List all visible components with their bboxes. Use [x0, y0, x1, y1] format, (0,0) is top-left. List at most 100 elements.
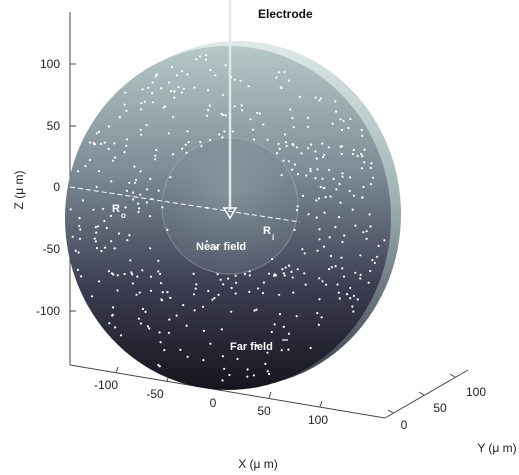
neuron-dot — [328, 268, 331, 271]
neuron-dot — [185, 324, 188, 327]
neuron-dot — [253, 138, 256, 141]
neuron-dot — [329, 254, 332, 258]
neuron-dot — [93, 237, 96, 240]
neuron-dot — [318, 277, 321, 280]
neuron-dot — [207, 289, 210, 293]
neuron-dot — [185, 151, 188, 154]
neuron-dot — [205, 240, 208, 243]
neuron-dot — [140, 102, 143, 105]
neuron-dot — [95, 231, 98, 234]
neuron-dot — [289, 108, 292, 111]
neuron-dot — [365, 237, 368, 240]
neuron-dot — [193, 86, 196, 89]
neuron-dot — [160, 87, 163, 90]
neuron-dot — [222, 114, 225, 117]
r-outer-label: R — [112, 203, 120, 215]
near-field-label: Near field — [196, 241, 246, 253]
neuron-dot — [107, 147, 110, 150]
neuron-dot — [342, 120, 345, 123]
neuron-dot — [322, 245, 326, 248]
neuron-dot — [351, 208, 354, 211]
neuron-dot — [209, 69, 212, 72]
neuron-dot — [352, 294, 355, 297]
neuron-dot — [111, 313, 114, 316]
z-tick-label: 100 — [40, 57, 60, 71]
neuron-dot — [283, 70, 286, 74]
neuron-dot — [180, 91, 183, 94]
neuron-dot — [103, 219, 106, 223]
neuron-dot — [154, 158, 157, 161]
neuron-dot — [277, 71, 281, 74]
neuron-dot — [322, 156, 325, 159]
neuron-dot — [198, 55, 202, 58]
neuron-dot — [222, 283, 225, 286]
neuron-dot — [105, 226, 108, 230]
neuron-dot — [78, 237, 82, 240]
neuron-dot — [233, 78, 236, 81]
neuron-dot — [373, 261, 376, 264]
neuron-dot — [137, 202, 140, 205]
neuron-dot — [140, 133, 143, 136]
neuron-dot — [78, 217, 81, 220]
neuron-dot — [193, 309, 196, 312]
neuron-dot — [375, 255, 379, 258]
electrode-tip-icon — [222, 207, 238, 220]
neuron-dot — [159, 341, 162, 344]
neuron-dot — [337, 291, 340, 294]
neuron-dot — [146, 188, 149, 191]
z-tick-label: -50 — [43, 242, 61, 256]
neuron-dot — [266, 138, 269, 141]
neuron-dot — [202, 329, 205, 332]
neuron-dot — [139, 170, 142, 173]
neuron-dot — [361, 134, 364, 137]
neuron-dot — [349, 117, 352, 121]
neuron-dot — [202, 359, 205, 362]
neuron-dot — [324, 196, 327, 199]
neuron-dot — [345, 293, 349, 296]
neuron-dot — [97, 130, 101, 133]
neuron-dot — [137, 210, 140, 213]
neuron-dot — [130, 271, 133, 274]
neuron-dot — [175, 74, 178, 77]
neuron-dot — [128, 234, 131, 237]
neuron-dot — [323, 211, 326, 214]
neuron-dot — [351, 152, 354, 156]
neuron-dot — [159, 272, 162, 275]
neuron-dot — [141, 307, 144, 311]
neuron-dot — [363, 148, 366, 151]
neuron-dot — [143, 100, 146, 103]
neuron-dot — [76, 268, 79, 271]
neuron-dot — [332, 177, 335, 180]
neuron-dot — [341, 267, 344, 270]
neuron-dot — [234, 292, 237, 295]
neuron-dot — [284, 266, 287, 269]
neuron-dot — [246, 368, 249, 371]
neuron-dot — [172, 115, 175, 119]
neuron-dot — [295, 209, 299, 212]
neuron-dot — [369, 225, 372, 228]
neuron-dot — [163, 105, 166, 108]
neuron-dot — [372, 176, 375, 179]
neuron-dot — [97, 170, 100, 173]
neuron-dot — [128, 181, 131, 184]
neuron-dot — [248, 290, 251, 293]
neuron-dot — [339, 145, 342, 148]
neuron-dot — [279, 86, 282, 89]
neuron-dot — [108, 322, 111, 325]
neuron-dot — [112, 306, 115, 309]
neuron-dot — [98, 280, 101, 283]
neuron-dot — [125, 144, 128, 147]
neuron-dot — [320, 316, 323, 319]
neuron-dot — [258, 112, 261, 115]
neuron-dot — [316, 312, 319, 315]
neuron-dot — [217, 293, 220, 296]
neuron-dot — [159, 282, 162, 285]
neuron-dot — [318, 228, 321, 231]
neuron-dot — [118, 116, 121, 119]
neuron-dot — [110, 240, 113, 243]
neuron-dot — [307, 147, 310, 150]
r-inner-subscript: i — [272, 233, 274, 242]
neuron-dot — [204, 58, 208, 61]
neuron-dot — [340, 256, 343, 259]
x-tick-label: 100 — [308, 413, 328, 427]
